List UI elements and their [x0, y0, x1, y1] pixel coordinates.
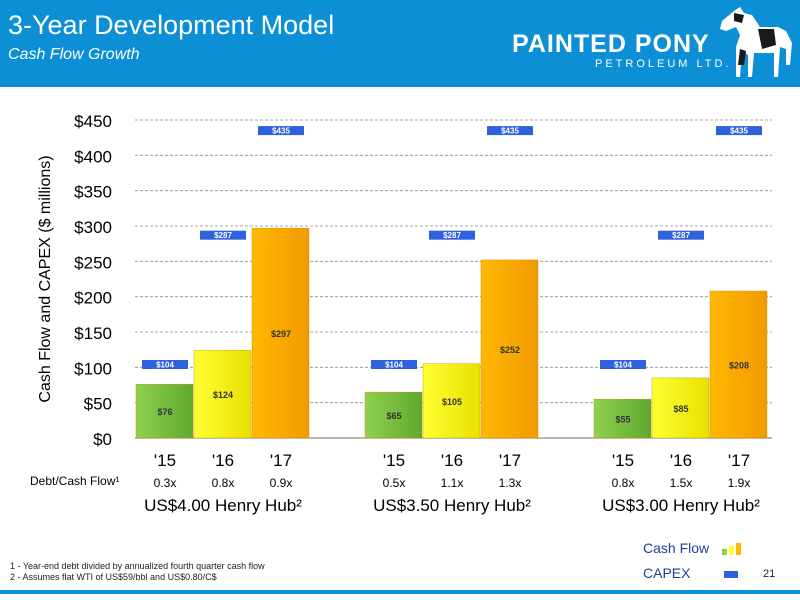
cash-flow-bar — [422, 363, 481, 439]
capex-value-label: $104 — [385, 361, 403, 370]
x-tick-label: '16 — [212, 451, 234, 470]
debt-cash-flow-value: 0.8x — [212, 476, 235, 490]
cash-flow-bar — [364, 391, 423, 439]
cash-flow-bar — [193, 350, 252, 439]
cash-flow-value-label: $76 — [157, 407, 172, 417]
x-tick-label: '17 — [499, 451, 521, 470]
cash-flow-legend-icon — [722, 543, 741, 555]
debt-cash-flow-value: 1.5x — [670, 476, 693, 490]
x-tick-label: '15 — [383, 451, 405, 470]
cash-flow-value-label: $55 — [615, 415, 630, 425]
x-tick-label: '16 — [670, 451, 692, 470]
capex-marker — [658, 230, 704, 240]
page-number: 21 — [763, 568, 776, 580]
footnote-2: 2 - Assumes flat WTI of US$59/bbl and US… — [10, 572, 217, 582]
y-tick-label: $250 — [74, 253, 112, 272]
capex-legend-icon — [724, 571, 738, 578]
y-tick-label: $100 — [74, 359, 112, 378]
capex-marker — [142, 360, 188, 370]
page-title: 3-Year Development Model — [8, 10, 335, 40]
capex-marker — [429, 230, 475, 240]
capex-marker — [600, 360, 646, 370]
y-tick-label: $400 — [74, 147, 112, 166]
footer-rule — [0, 590, 800, 594]
capex-value-label: $435 — [501, 127, 519, 136]
y-tick-label: $450 — [74, 112, 112, 131]
cash-flow-value-label: $65 — [386, 411, 401, 421]
cash-flow-bar — [135, 384, 194, 439]
capex-marker — [258, 126, 304, 136]
cash-flow-chart: $0 $50 $100 $150 $200 $250 $300 $350 $400 $450 Cas… — [30, 112, 772, 515]
capex-value-label: $435 — [272, 127, 290, 136]
y-tick-label: $50 — [84, 395, 112, 414]
header-bar: 3-Year Development Model Cash Flow Growt… — [0, 0, 800, 87]
cash-flow-bar — [709, 290, 768, 439]
debt-cash-flow-value: 1.1x — [441, 476, 464, 490]
capex-value-label: $287 — [214, 231, 232, 240]
y-tick-label: $0 — [93, 430, 112, 449]
cash-flow-value-label: $85 — [673, 404, 688, 414]
y-tick-label: $200 — [74, 289, 112, 308]
x-tick-label: '15 — [612, 451, 634, 470]
group-title: US$4.00 Henry Hub² — [144, 496, 302, 515]
footnote-1: 1 - Year-end debt divided by annualized … — [10, 561, 265, 571]
capex-value-label: $287 — [443, 231, 461, 240]
group-title: US$3.00 Henry Hub² — [602, 496, 760, 515]
legend-capex-label: CAPEX — [643, 565, 691, 581]
x-tick-label: '15 — [154, 451, 176, 470]
y-tick-label: $150 — [74, 324, 112, 343]
legend-cash-flow-label: Cash Flow — [643, 540, 710, 556]
capex-marker — [200, 230, 246, 240]
capex-value-label: $104 — [156, 361, 174, 370]
debt-cash-flow-value: 0.3x — [154, 476, 177, 490]
capex-marker — [716, 126, 762, 136]
cash-flow-value-label: $124 — [213, 390, 233, 400]
logo-wordmark: PAINTED PONY — [512, 30, 710, 58]
debt-cash-flow-value: 0.5x — [383, 476, 406, 490]
page-subtitle: Cash Flow Growth — [8, 46, 140, 63]
debt-cash-flow-value: 1.3x — [499, 476, 522, 490]
y-axis-title: Cash Flow and CAPEX ($ millions) — [37, 155, 54, 402]
cash-flow-value-label: $105 — [442, 397, 462, 407]
cash-flow-bar — [251, 227, 310, 439]
cash-flow-bar — [651, 377, 710, 439]
pony-logo-icon — [720, 7, 792, 77]
debt-cash-flow-value: 0.8x — [612, 476, 635, 490]
capex-marker — [487, 126, 533, 136]
capex-value-label: $104 — [614, 361, 632, 370]
x-tick-label: '16 — [441, 451, 463, 470]
capex-value-label: $287 — [672, 231, 690, 240]
debt-cash-flow-value: 1.9x — [728, 476, 751, 490]
x-tick-label: '17 — [728, 451, 750, 470]
cash-flow-value-label: $297 — [271, 329, 291, 339]
cash-flow-bar — [480, 259, 539, 439]
group-title: US$3.50 Henry Hub² — [373, 496, 531, 515]
logo-tagline: PETROLEUM LTD. — [595, 58, 732, 70]
y-tick-label: $300 — [74, 218, 112, 237]
y-tick-label: $350 — [74, 183, 112, 202]
debt-cash-flow-value: 0.9x — [270, 476, 293, 490]
ratio-row-label: Debt/Cash Flow¹ — [30, 474, 119, 488]
cash-flow-value-label: $252 — [500, 345, 520, 355]
cash-flow-value-label: $208 — [729, 361, 749, 371]
cash-flow-bar — [593, 398, 652, 439]
capex-value-label: $435 — [730, 127, 748, 136]
x-tick-label: '17 — [270, 451, 292, 470]
capex-marker — [371, 360, 417, 370]
